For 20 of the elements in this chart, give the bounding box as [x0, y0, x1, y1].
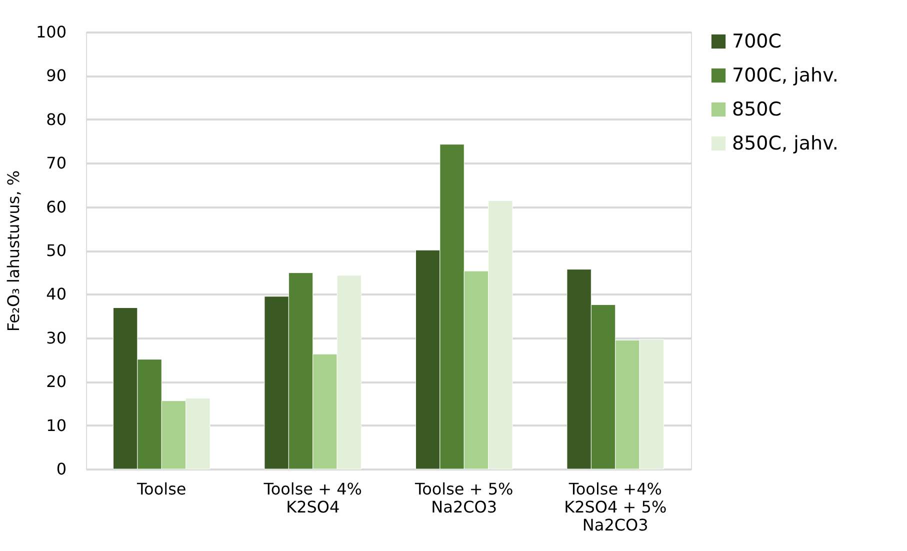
y-tick-label: 60	[46, 197, 66, 216]
y-tick-label: 10	[46, 416, 66, 435]
y-axis-title: Fe₂O₃ lahustuvus, %	[4, 170, 23, 332]
legend-label: 700C	[732, 30, 782, 52]
legend-label: 700C, jahv.	[732, 64, 838, 86]
x-tick-label: Toolse +4% K2SO4 + 5% Na2CO3	[564, 480, 667, 534]
y-tick-label: 20	[46, 372, 66, 392]
x-tick-label: Toolse	[136, 480, 186, 498]
y-tick-label: 0	[56, 460, 66, 478]
legend-label: 850C	[732, 98, 782, 120]
y-tick-label: 40	[46, 284, 66, 304]
y-tick-label: 100	[36, 22, 66, 42]
y-tick-label: 30	[46, 328, 66, 348]
x-tick-label: Toolse + 5% Na2CO3	[414, 480, 514, 516]
y-tick-label: 50	[46, 241, 66, 260]
x-tick-label: Toolse + 4% K2SO4	[262, 480, 362, 516]
y-tick-label: 90	[46, 66, 66, 86]
y-tick-label: 80	[46, 110, 66, 129]
legend-label: 850C, jahv.	[732, 132, 838, 154]
y-tick-label: 70	[46, 154, 66, 173]
